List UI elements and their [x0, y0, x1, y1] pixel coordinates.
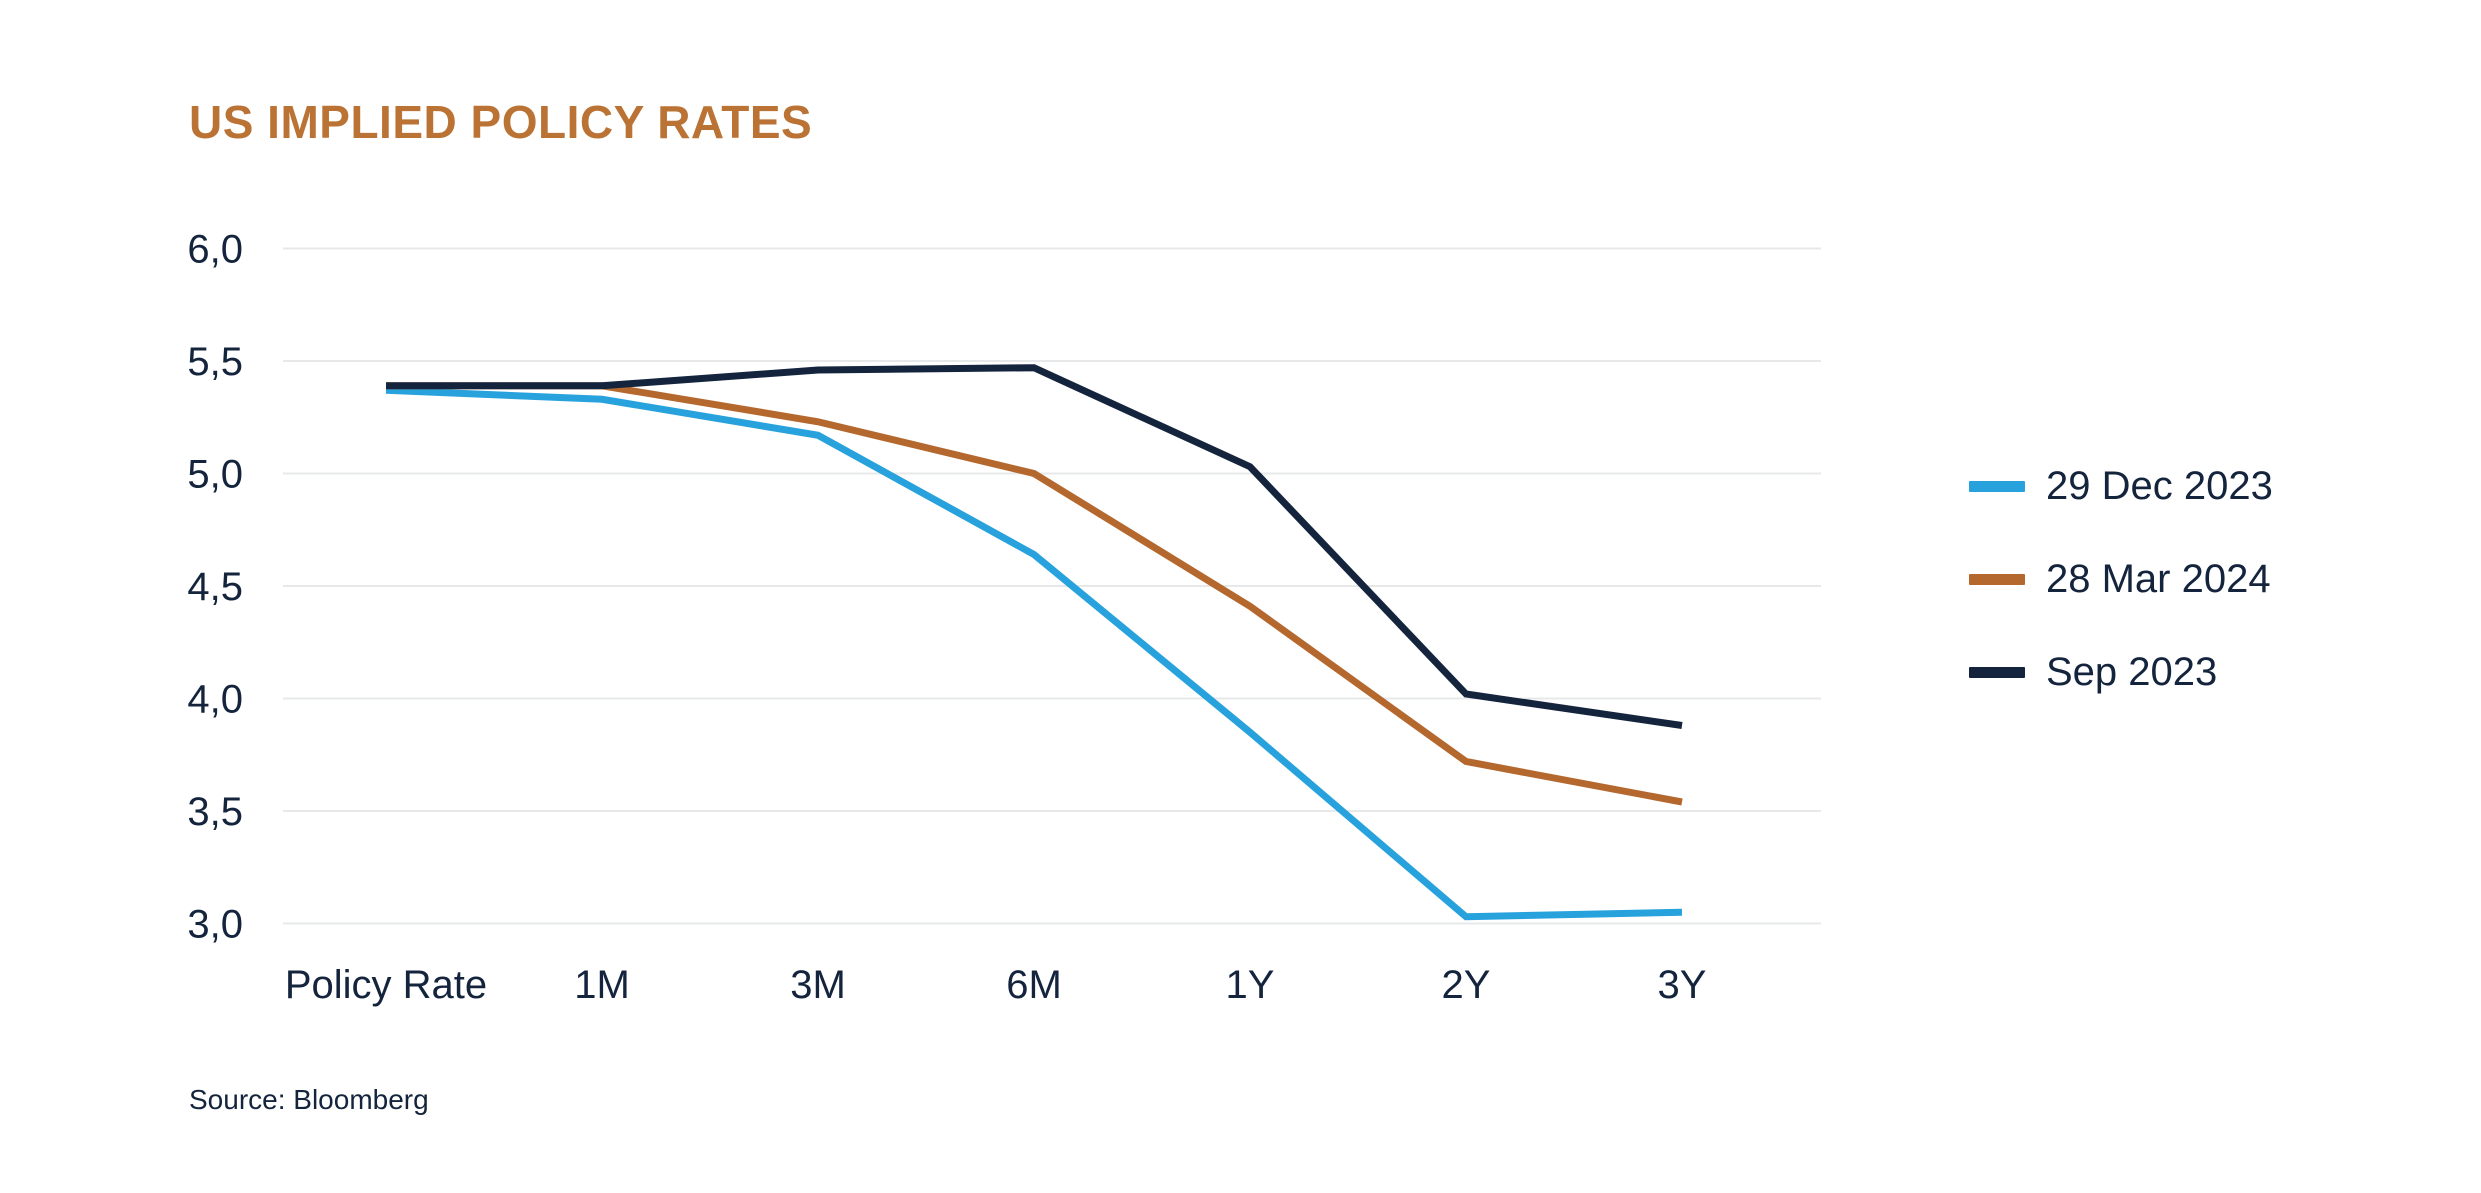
x-axis-tick-label: 3Y: [1658, 963, 1707, 1007]
chart-title: US IMPLIED POLICY RATES: [189, 96, 813, 148]
legend-label: 28 Mar 2024: [2046, 557, 2271, 601]
series-line-sep-2023: [386, 364, 1683, 729]
legend-swatch-28-mar-2024: [1969, 573, 2025, 585]
y-axis-tick-label: 5,0: [187, 453, 243, 497]
y-axis-tick-label: 5,5: [187, 340, 243, 384]
series-line-29-dec-2023: [385, 386, 1683, 921]
x-axis-tick-label: 1M: [574, 963, 630, 1007]
legend-label: Sep 2023: [2046, 650, 2218, 694]
y-axis-tick-label: 6,0: [187, 228, 243, 272]
legend-item: 29 Dec 2023: [1969, 463, 2273, 509]
legend: 29 Dec 2023 28 Mar 2024 Sep 2023: [1969, 463, 2273, 742]
x-axis-tick-label: 3M: [790, 963, 846, 1007]
x-axis-tick-label: 6M: [1006, 963, 1062, 1007]
x-axis-tick-label: Policy Rate: [285, 963, 487, 1007]
y-axis-tick-label: 3,5: [187, 790, 243, 834]
legend-item: Sep 2023: [1969, 649, 2273, 695]
y-axis-tick-label: 4,5: [187, 565, 243, 609]
legend-item: 28 Mar 2024: [1969, 556, 2273, 602]
legend-label: 29 Dec 2023: [2046, 464, 2273, 508]
y-axis-tick-label: 4,0: [187, 678, 243, 722]
source-note: Source: Bloomberg: [189, 1084, 429, 1115]
series-line-28-mar-2024: [386, 382, 1683, 806]
x-axis-tick-label: 1Y: [1226, 963, 1275, 1007]
y-axis-tick-label: 3,0: [187, 903, 243, 947]
legend-swatch-sep-2023: [1969, 666, 2025, 678]
legend-swatch-29-dec-2023: [1969, 480, 2025, 492]
x-axis-tick-label: 2Y: [1442, 963, 1491, 1007]
